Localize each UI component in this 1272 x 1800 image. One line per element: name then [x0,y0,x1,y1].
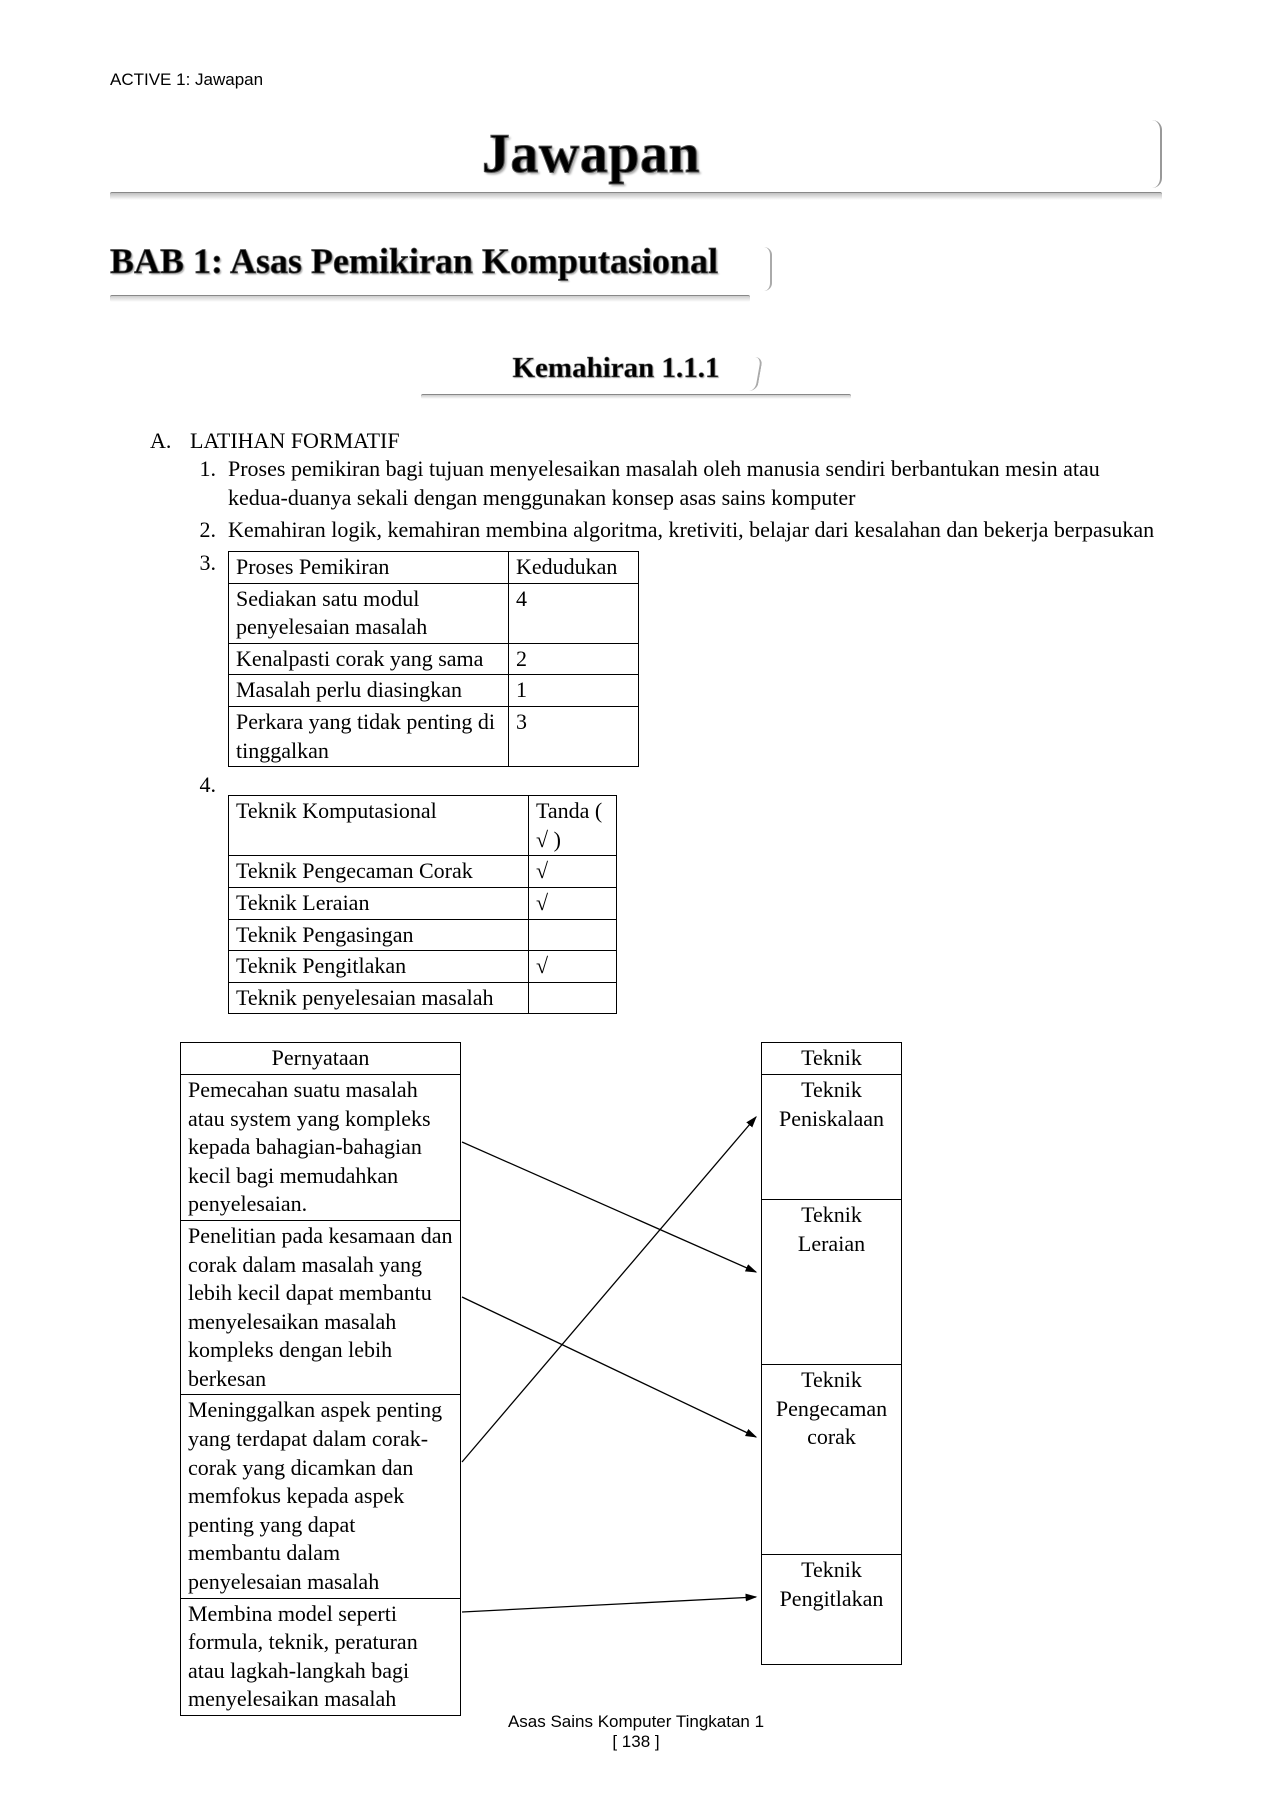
section-decor-tail [729,357,763,391]
t3-c: 4 [509,583,639,643]
chapter-heading-block: BAB 1: Asas Pemikiran Komputasional [110,240,1162,302]
t4-header-2: Tanda ( √ ) [529,796,617,856]
t4-c [529,919,617,951]
footer-page-number: [ 138 ] [0,1732,1272,1752]
t4-c: Teknik Pengecaman Corak [229,856,529,888]
match-right-1: Teknik Peniskalaan [762,1074,902,1199]
t3-header-2: Kedudukan [509,552,639,584]
item-1-text: Proses pemikiran bagi tujuan menyelesaik… [228,455,1162,512]
table-row: Pemecahan suatu masalah atau system yang… [181,1074,461,1220]
title-decor-tail [1072,120,1162,188]
item-4-marker: 4. [190,771,216,1014]
running-header: ACTIVE 1: Jawapan [110,70,1162,90]
section-A-heading: LATIHAN FORMATIF [190,427,1162,456]
item-2-marker: 2. [190,516,216,545]
main-title: Jawapan [110,122,1072,186]
table-row: Teknik Pengecaman Corak√ [229,856,617,888]
matching-left-column: Pernyataan Pemecahan suatu masalah atau … [180,1042,461,1716]
t4-c: Teknik Pengasingan [229,919,529,951]
table-row: Masalah perlu diasingkan1 [229,675,639,707]
t4-c: Teknik penyelesaian masalah [229,982,529,1014]
table-row: Teknik Pengecaman corak [762,1364,902,1554]
matching-right-column: Teknik Teknik Peniskalaan Teknik Leraian… [761,1042,902,1716]
t4-c [529,982,617,1014]
t3-c: Perkara yang tidak penting di tinggalkan [229,707,509,767]
table-row: Teknik Peniskalaan [762,1074,902,1199]
page: ACTIVE 1: Jawapan Jawapan BAB 1: Asas Pe… [0,0,1272,1800]
table-row: Teknik Leraian [762,1199,902,1364]
match-left-3: Meninggalkan aspek penting yang terdapat… [181,1395,461,1598]
match-left-header: Pernyataan [181,1043,461,1075]
table-proses-pemikiran: Proses Pemikiran Kedudukan Sediakan satu… [228,551,639,767]
item-3-marker: 3. [190,549,216,767]
main-title-block: Jawapan [110,120,1162,200]
table-row: Teknik Komputasional Tanda ( √ ) [229,796,617,856]
match-right-header: Teknik [762,1043,902,1075]
table-row: Meninggalkan aspek penting yang terdapat… [181,1395,461,1598]
table-row: Proses Pemikiran Kedudukan [229,552,639,584]
item-1-marker: 1. [190,455,216,512]
t3-c: 2 [509,643,639,675]
title-underline [110,192,1162,200]
matching-right-table: Teknik Teknik Peniskalaan Teknik Leraian… [761,1042,902,1665]
list-item-4: 4. Teknik Komputasional Tanda ( √ ) Tekn… [190,771,1162,1014]
table-row: Kenalpasti corak yang sama2 [229,643,639,675]
table-row: Teknik Leraian√ [229,887,617,919]
section-underline [421,394,851,399]
t3-c: 1 [509,675,639,707]
t3-c: Sediakan satu modul penyelesaian masalah [229,583,509,643]
matching-left-table: Pernyataan Pemecahan suatu masalah atau … [180,1042,461,1716]
table-row: Perkara yang tidak penting di tinggalkan… [229,707,639,767]
table-row: Membina model seperti formula, teknik, p… [181,1598,461,1715]
table-teknik-komputasional: Teknik Komputasional Tanda ( √ ) Teknik … [228,795,617,1014]
table-row: Teknik Pengasingan [229,919,617,951]
table-row: Teknik Pengitlakan [762,1554,902,1664]
match-left-1: Pemecahan suatu masalah atau system yang… [181,1074,461,1220]
content-body: A. LATIHAN FORMATIF 1. Proses pemikiran … [110,427,1162,1716]
item-2-text: Kemahiran logik, kemahiran membina algor… [228,516,1162,545]
t3-c: Masalah perlu diasingkan [229,675,509,707]
section-heading-block: Kemahiran 1.1.1 [421,352,851,398]
t3-c: 3 [509,707,639,767]
t4-c: Teknik Leraian [229,887,529,919]
table-row: Teknik Pengitlakan√ [229,951,617,983]
t4-c: √ [529,856,617,888]
t4-c: √ [529,887,617,919]
t4-c: Teknik Pengitlakan [229,951,529,983]
t3-header-1: Proses Pemikiran [229,552,509,584]
match-left-4: Membina model seperti formula, teknik, p… [181,1598,461,1715]
match-left-2: Penelitian pada kesamaan dan corak dalam… [181,1220,461,1395]
list-item-3: 3. Proses Pemikiran Kedudukan Sediakan s… [190,549,1162,767]
chapter-underline [110,295,750,302]
table-row: Teknik penyelesaian masalah [229,982,617,1014]
match-right-4: Teknik Pengitlakan [762,1554,902,1664]
table-row: Sediakan satu modul penyelesaian masalah… [229,583,639,643]
match-right-3: Teknik Pengecaman corak [762,1364,902,1554]
list-item-1: 1. Proses pemikiran bagi tujuan menyeles… [190,455,1162,512]
t4-header-1: Teknik Komputasional [229,796,529,856]
chapter-heading: BAB 1: Asas Pemikiran Komputasional [110,240,718,282]
chapter-decor-tail [732,247,772,291]
section-A-marker: A. [150,427,176,1019]
table-row: Pernyataan [181,1043,461,1075]
page-footer: Asas Sains Komputer Tingkatan 1 [ 138 ] [0,1712,1272,1752]
matching-diagram: Pernyataan Pemecahan suatu masalah atau … [180,1042,1162,1716]
footer-text: Asas Sains Komputer Tingkatan 1 [0,1712,1272,1732]
t3-c: Kenalpasti corak yang sama [229,643,509,675]
table-row: Teknik [762,1043,902,1075]
match-right-2: Teknik Leraian [762,1199,902,1364]
table-row: Penelitian pada kesamaan dan corak dalam… [181,1220,461,1395]
t4-c: √ [529,951,617,983]
matching-arrows-svg [460,1042,760,1652]
section-heading: Kemahiran 1.1.1 [512,352,719,384]
list-item-2: 2. Kemahiran logik, kemahiran membina al… [190,516,1162,545]
section-A: A. LATIHAN FORMATIF 1. Proses pemikiran … [150,427,1162,1019]
